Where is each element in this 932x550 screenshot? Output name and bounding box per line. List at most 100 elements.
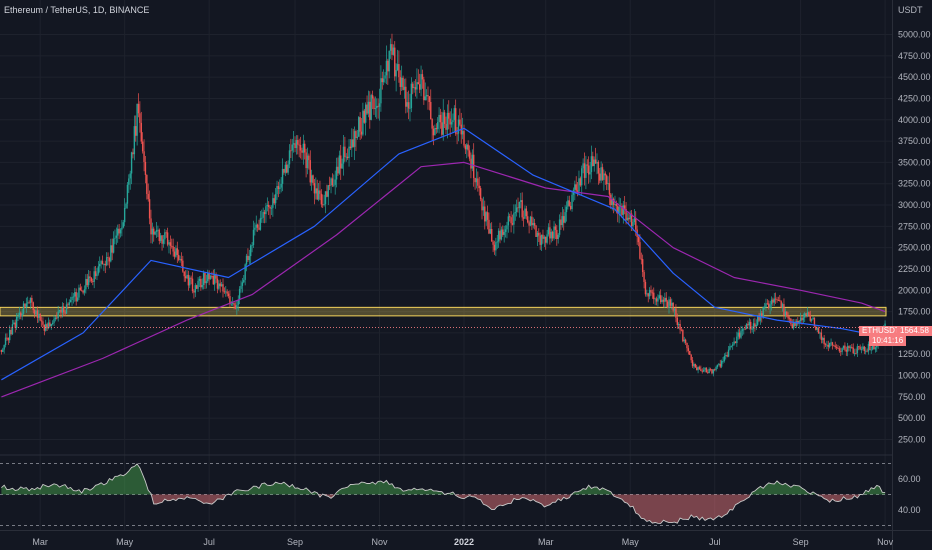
price-tick: 3250.00	[898, 179, 931, 189]
candle-body	[161, 235, 163, 244]
candle-body	[849, 347, 852, 348]
candle-body	[551, 231, 554, 239]
candle-body	[704, 367, 706, 370]
candle-body	[802, 317, 805, 321]
candle-body	[60, 309, 62, 313]
candle-body	[751, 328, 753, 330]
price-tick: 1250.00	[898, 349, 931, 359]
candle-body	[269, 207, 271, 209]
candle-body	[126, 184, 129, 204]
candle-body	[49, 322, 51, 327]
candle-body	[569, 205, 572, 210]
candle-body	[288, 150, 291, 165]
candle-body	[153, 228, 155, 235]
candle-body	[302, 143, 305, 153]
candle-body	[550, 231, 552, 239]
candle-body	[294, 143, 296, 149]
candle-body	[579, 178, 582, 186]
candle-body	[622, 205, 624, 215]
candle-body	[722, 360, 724, 362]
candle-body	[100, 261, 102, 264]
candle-body	[284, 164, 287, 173]
candle-body	[502, 229, 504, 235]
candle-body	[783, 304, 785, 316]
candle-body	[290, 150, 292, 152]
candle-body	[67, 304, 69, 306]
candle-body	[719, 363, 721, 367]
candle-body	[538, 232, 540, 236]
price-tick: 1000.00	[898, 371, 931, 381]
candle-body	[617, 206, 619, 214]
candle-body	[448, 112, 450, 119]
candle-body	[801, 317, 803, 321]
candle-body	[24, 303, 26, 307]
candle-body	[423, 79, 425, 101]
candle-body	[428, 96, 431, 102]
candle-body	[607, 183, 609, 185]
candle-body	[545, 236, 547, 243]
candle-body	[27, 302, 29, 304]
candle-body	[600, 167, 602, 181]
candle-body	[147, 193, 149, 200]
candle-body	[241, 282, 244, 286]
candle-body	[104, 263, 106, 266]
candle-body	[233, 303, 235, 306]
candle-body	[820, 332, 823, 340]
candle-body	[398, 64, 400, 78]
candle-body	[363, 110, 365, 123]
candle-body	[279, 187, 281, 189]
candle-body	[270, 207, 273, 209]
candle-body	[417, 82, 419, 85]
candle-body	[252, 229, 255, 246]
candle-body	[420, 74, 422, 90]
candle-body	[777, 300, 780, 301]
candle-body	[725, 355, 727, 357]
candle-body	[28, 302, 30, 304]
candle-body	[323, 204, 325, 206]
candle-body	[317, 190, 320, 200]
candle-body	[137, 103, 140, 114]
candle-body	[139, 113, 141, 123]
candle-body	[492, 241, 494, 245]
candle-body	[421, 74, 424, 80]
candle-body	[111, 245, 113, 253]
candle-body	[773, 298, 775, 303]
time-tick: Nov	[877, 537, 894, 547]
candle-body	[171, 245, 173, 247]
candle-body	[493, 244, 496, 251]
candle-body	[489, 228, 492, 234]
candle-body	[107, 257, 109, 258]
candle-body	[21, 313, 23, 317]
candle-body	[657, 298, 659, 302]
candle-body	[754, 323, 756, 327]
candle-body	[295, 140, 298, 149]
candle-body	[633, 217, 636, 222]
time-tick: Jul	[203, 537, 215, 547]
candle-body	[395, 70, 397, 77]
price-axis-currency: USDT	[898, 5, 923, 15]
candle-body	[10, 329, 12, 335]
candle-body	[456, 133, 458, 135]
candle-body	[47, 322, 50, 329]
candle-body	[549, 227, 551, 239]
candle-body	[58, 309, 61, 312]
candle-body	[585, 164, 587, 178]
candle-body	[335, 166, 338, 180]
candle-body	[72, 296, 75, 298]
candle-body	[349, 146, 352, 149]
candle-body	[389, 44, 392, 51]
candle-body	[373, 98, 375, 110]
candle-body	[248, 256, 251, 261]
candle-body	[536, 232, 539, 237]
candle-body	[672, 302, 674, 311]
candle-body	[560, 219, 562, 226]
candle-body	[216, 278, 219, 289]
candle-body	[388, 50, 390, 72]
candle-body	[683, 339, 685, 342]
candle-body	[108, 257, 111, 262]
candle-body	[466, 144, 468, 150]
candle-body	[532, 223, 534, 226]
time-tick: Mar	[538, 537, 554, 547]
